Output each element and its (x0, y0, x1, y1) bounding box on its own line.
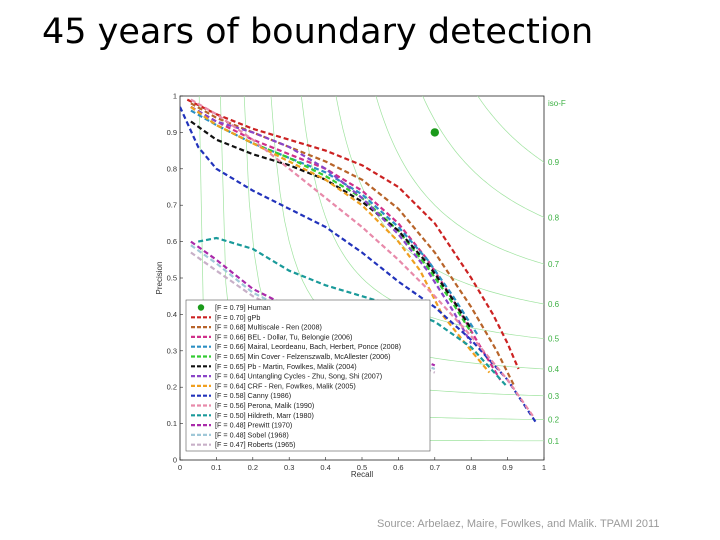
y-tick-label: 0.8 (167, 164, 177, 173)
legend-entry-label: [F = 0.56] Perona, Malik (1990) (215, 401, 314, 410)
series-line (180, 106, 538, 425)
legend-entry-label: [F = 0.47] Roberts (1965) (215, 440, 296, 449)
iso-f-value-label: 0.1 (548, 437, 560, 446)
legend-entry-label: [F = 0.48] Sobel (1968) (215, 430, 289, 439)
x-tick-label: 0.4 (320, 463, 330, 472)
x-tick-label: 0.2 (248, 463, 258, 472)
x-tick-label: 0.6 (393, 463, 403, 472)
series-line (190, 120, 473, 330)
axis-ticks: 0 0.1 0.2 0.3 0.4 0.5 0.6 0.7 0.8 0.9 1 0 0.1 0.2 0.3 0… (167, 92, 547, 473)
iso-f-value-label: 0.2 (548, 416, 560, 425)
y-tick-label: 0.9 (167, 128, 177, 137)
iso-f-value-label: 0.8 (548, 213, 560, 222)
y-tick-label: 1 (173, 92, 177, 101)
y-tick-label: 0.2 (167, 383, 177, 392)
iso-f-labels: 0.9 0.8 0.7 0.6 0.5 0.4 0.3 0.2 0.1 (548, 158, 560, 446)
iso-f-value-label: 0.5 (548, 335, 560, 344)
x-axis-label: Recall (351, 470, 373, 479)
legend-entry-label: [F = 0.79] Human (215, 303, 271, 312)
y-tick-label: 0.6 (167, 237, 177, 246)
iso-f-title: iso-F (548, 99, 566, 108)
y-axis-label: Precision (155, 262, 164, 295)
x-tick-label: 0.3 (284, 463, 294, 472)
series-line (186, 98, 520, 370)
y-tick-label: 0.7 (167, 201, 177, 210)
legend-entry-label: [F = 0.48] Prewitt (1970) (215, 421, 292, 430)
legend-entry-label: [F = 0.66] Mairal, Leordeanu, Bach, Herb… (215, 342, 401, 351)
legend: [F = 0.79] Human[F = 0.70] gPb[F = 0.68]… (185, 299, 431, 452)
legend-entry-label: [F = 0.66] BEL - Dollar, Tu, Belongie (2… (215, 332, 352, 341)
x-tick-label: 0.7 (430, 463, 440, 472)
iso-f-value-label: 0.9 (548, 158, 560, 167)
x-tick-label: 0.5 (357, 463, 367, 472)
iso-f-curve (477, 96, 544, 163)
y-tick-label: 0.4 (167, 310, 177, 319)
series-line (190, 106, 491, 374)
legend-entry-label: [F = 0.58] Canny (1986) (215, 391, 291, 400)
legend-entry-label: [F = 0.70] gPb (215, 313, 260, 322)
iso-f-value-label: 0.4 (548, 365, 560, 374)
precision-recall-chart: 0.90.80.70.60.50.40.30.20.1 0 0.1 0.2 0.3 0.… (155, 92, 566, 480)
y-tick-label: 0.5 (167, 274, 177, 283)
iso-f-value-label: 0.3 (548, 392, 560, 401)
x-tick-label: 1 (542, 463, 546, 472)
iso-f-value-label: 0.6 (548, 300, 560, 309)
y-tick-label: 0.1 (167, 419, 177, 428)
human-point (430, 128, 439, 137)
x-tick-label: 0.1 (211, 463, 221, 472)
legend-entry-label: [F = 0.68] Multiscale - Ren (2008) (215, 323, 322, 332)
y-tick-label: 0.3 (167, 346, 177, 355)
source-citation: Source: Arbelaez, Maire, Fowlkes, and Ma… (377, 518, 660, 530)
y-tick-label: 0 (173, 456, 177, 465)
series-line (190, 102, 516, 388)
legend-entry-label: [F = 0.64] Untangling Cycles - Zhu, Song… (215, 372, 382, 381)
iso-f-curve (335, 96, 544, 305)
series-line (190, 98, 535, 417)
iso-f-curve (422, 96, 544, 218)
legend-entry-label: [F = 0.64] CRF - Ren, Fowlkes, Malik (20… (215, 381, 356, 390)
series-line (197, 236, 509, 388)
legend-entry-label: [F = 0.65] Pb - Martin, Fowlkes, Malik (… (215, 362, 357, 371)
x-tick-label: 0.8 (466, 463, 476, 472)
iso-f-value-label: 0.7 (548, 260, 560, 269)
legend-entry-label: [F = 0.50] Hildreth, Marr (1980) (215, 411, 314, 420)
legend-marker (197, 304, 205, 311)
x-tick-label: 0.9 (502, 463, 512, 472)
slide-title: 45 years of boundary detection (42, 12, 594, 52)
iso-f-curve (375, 96, 544, 265)
legend-entry-label: [F = 0.65] Min Cover - Felzenszwalb, McA… (215, 352, 391, 361)
x-tick-label: 0 (178, 463, 182, 472)
legend-box (185, 299, 431, 452)
series-line (190, 105, 502, 381)
